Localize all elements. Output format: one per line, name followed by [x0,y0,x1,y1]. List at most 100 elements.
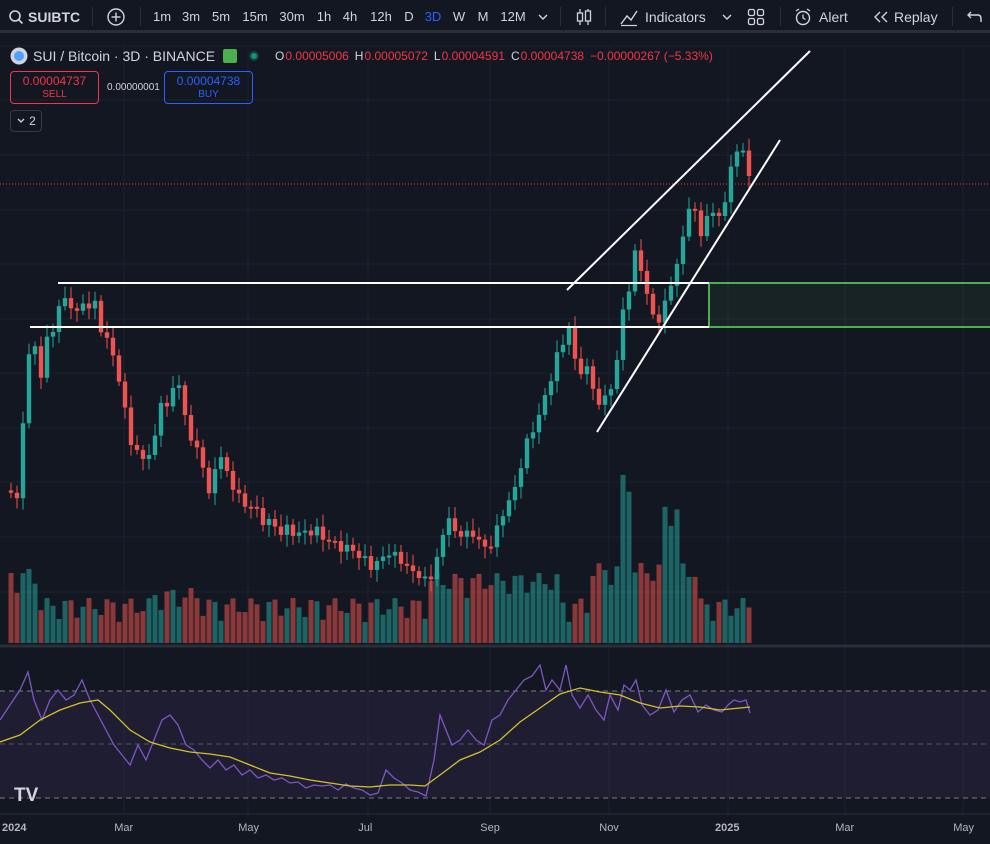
interval-m[interactable]: M [477,9,489,24]
buy-label: BUY [198,89,219,100]
interval-4h[interactable]: 4h [342,9,358,24]
volume-bar [182,597,188,643]
candle-body [632,250,638,292]
candle-body [746,150,752,176]
volume-bar [680,563,686,643]
volume-bar [332,598,338,643]
volume-bar [536,573,542,643]
time-axis-label: Mar [114,822,134,834]
volume-bar [74,617,80,643]
sell-button[interactable]: 0.00004737 SELL [10,71,99,104]
interval-3m[interactable]: 3m [181,9,201,24]
candle-body [608,389,614,396]
volume-bar [164,591,170,643]
candle-body [410,565,416,572]
interval-d[interactable]: D [404,9,414,24]
spread-value: 0.00000001 [107,82,160,93]
indicators-button[interactable]: Indicators [619,0,706,33]
candle-body [392,551,398,556]
candle-body [386,555,392,558]
candle-body [512,486,518,501]
candle-body [98,300,104,333]
candle-body [320,526,326,540]
interval-1m[interactable]: 1m [152,9,172,24]
volume-bar [638,563,644,643]
interval-dropdown[interactable] [537,0,549,33]
volume-bar [38,610,44,643]
volume-bar [716,601,722,643]
alert-button[interactable]: Alert [793,0,848,33]
channel-upper-trendline[interactable] [566,50,811,291]
volume-bar [380,614,386,643]
candle-body [686,208,692,237]
interval-w[interactable]: W [452,9,466,24]
price-change: −0.00000267 (−5.33%) [590,49,713,63]
ohlc-key-o: O [275,49,285,63]
candle-body [20,423,26,499]
add-symbol-icon [107,7,125,26]
volume-bar [512,575,518,643]
interval-15m[interactable]: 15m [242,9,268,24]
tradingview-logo: TV [14,785,39,806]
candle-body [464,530,470,537]
interval-12m[interactable]: 12M [500,9,526,24]
indicators-label: Indicators [645,8,706,25]
layouts-button[interactable] [747,0,765,33]
candle-body [578,358,584,375]
volume-bar [356,603,362,643]
volume-bar [440,584,446,643]
interval-5m[interactable]: 5m [211,9,231,24]
candle-body [32,346,38,355]
demand-zone-rectangle[interactable] [708,282,990,328]
interval-1h[interactable]: 1h [316,9,332,24]
candle-body [446,518,452,535]
candle-body [554,352,560,382]
volume-bar [626,491,632,643]
volume-bar [392,598,398,643]
volume-bar [746,607,752,643]
interval-3d[interactable]: 3D [424,9,442,24]
market-status-icon [223,49,238,63]
volume-bar [242,611,248,643]
channel-lower-trendline[interactable] [596,139,781,433]
candle-body [422,576,428,579]
volume-bar [338,610,344,643]
volume-bar [278,615,284,643]
volume-bar [344,612,350,643]
sell-label: SELL [42,89,67,100]
interval-12h[interactable]: 12h [370,9,392,24]
ohlc-values: O 0.00005006 H 0.00005072 L 0.00004591 C 0.0000… [275,49,590,63]
candle-body [158,402,164,436]
volume-bar [44,598,50,643]
chevron-down-icon [17,118,25,123]
volume-bar [704,604,710,643]
indicators-icon [620,10,638,26]
candle-body [488,546,494,549]
volume-bar [596,563,602,643]
chart-legend: SUI / Bitcoin · 3D · BINANCE O 0.00005006… [10,46,713,66]
volume-bar [326,605,332,643]
candle-body [638,250,644,271]
undo-button[interactable] [964,0,982,33]
volume-bar [398,606,404,643]
candle-body [194,440,200,448]
price-chart[interactable]: TV [0,36,990,844]
grid-layout-icon [747,8,765,25]
indicators-dropdown[interactable] [721,0,733,33]
candle-body [722,202,728,216]
volume-bar [602,570,608,643]
candle-body [338,541,344,552]
volume-bar [314,601,320,643]
volume-bar [206,599,212,643]
candle-body [662,300,668,323]
time-axis-label: 2024 [2,822,27,834]
collapse-indicators-button[interactable]: 2 [10,110,42,132]
compare-button[interactable] [106,0,126,33]
replay-button[interactable]: Replay [872,0,938,33]
buy-button[interactable]: 0.00004738 BUY [164,71,253,104]
interval-30m[interactable]: 30m [279,9,305,24]
chart-type-button[interactable] [574,0,594,33]
candle-body [14,492,20,499]
candle-body [506,500,512,517]
symbol-search[interactable]: SUIBTC [8,0,80,33]
